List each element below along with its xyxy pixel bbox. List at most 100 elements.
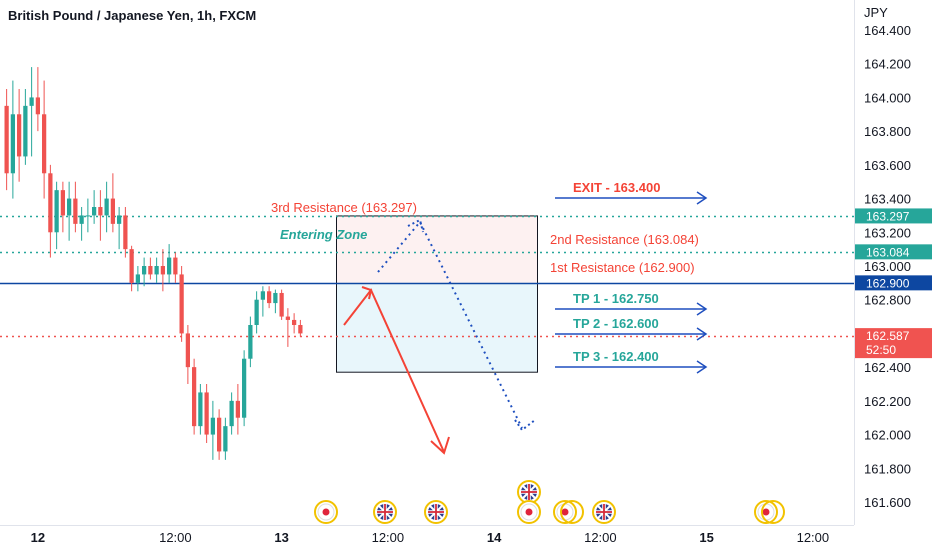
tp1-arrow-head (696, 302, 708, 316)
candle (292, 313, 297, 334)
candle (123, 207, 128, 258)
candle (148, 257, 153, 280)
uk-event-icon[interactable] (517, 480, 541, 504)
price-tick-label: 163.600 (864, 158, 911, 173)
candle-body (217, 417, 222, 452)
projection-arrows (343, 218, 536, 455)
candle-body (148, 266, 153, 275)
r2-label: 2nd Resistance (163.084) (550, 232, 699, 247)
candle (185, 325, 190, 384)
chart-title: British Pound / Japanese Yen, 1h, FXCM (8, 8, 256, 23)
candle-body (67, 198, 72, 216)
candle (285, 308, 290, 347)
currency-label: JPY (864, 5, 888, 20)
price-tick-label: 164.400 (864, 23, 911, 38)
price-levels (0, 215, 854, 338)
candle-body (10, 114, 15, 174)
event-ring-extra (761, 500, 785, 524)
candle-body (285, 316, 290, 320)
candle (54, 181, 59, 250)
candle (260, 286, 265, 317)
jp-event-icon[interactable] (314, 500, 338, 524)
price-tag-value: 162.900 (866, 276, 910, 290)
candle-body (135, 274, 140, 283)
candle (160, 249, 165, 292)
candle (17, 89, 22, 182)
candle (179, 266, 184, 342)
price-tick-label: 162.200 (864, 394, 911, 409)
candle-body (117, 215, 122, 224)
candle-body (267, 291, 272, 304)
price-tick-label: 162.800 (864, 293, 911, 308)
candle (210, 400, 215, 460)
candle-body (142, 266, 147, 275)
candle-body (198, 392, 203, 427)
tp1-label: TP 1 - 162.750 (573, 291, 659, 306)
price-tick-label: 163.200 (864, 225, 911, 240)
annotations: 3rd Resistance (163.297) 2nd Resistance (… (271, 180, 708, 374)
candle-body (242, 358, 247, 418)
candle-body (210, 417, 215, 435)
jp-flag-dot (322, 508, 330, 516)
time-tick-label: 12:00 (372, 530, 405, 545)
candle-body (154, 266, 159, 275)
candle (154, 257, 159, 283)
time-axis[interactable]: 12 12:00 13 12:00 14 12:00 15 12:00 (31, 530, 830, 545)
economic-events[interactable] (314, 480, 785, 524)
candle (35, 67, 40, 132)
time-tick-label: 14 (487, 530, 502, 545)
candle (223, 417, 228, 460)
candle-body (98, 207, 103, 216)
candle (67, 181, 72, 241)
r3-label: 3rd Resistance (163.297) (271, 200, 417, 215)
price-tick-label: 162.400 (864, 360, 911, 375)
candle-body (279, 292, 284, 317)
candle (85, 198, 90, 233)
candle (229, 392, 234, 435)
price-axis[interactable]: 164.400 164.200 164.000 163.800 163.600 163.4… (864, 23, 911, 510)
candle-body (235, 400, 240, 418)
jp-flag-dot (525, 508, 533, 516)
candle-body (179, 274, 184, 334)
candle (248, 316, 253, 368)
candle-body (110, 198, 115, 224)
event-ring-extra (560, 500, 584, 524)
candle-body (85, 215, 90, 217)
price-tag-value: 163.084 (866, 245, 910, 259)
time-tick-label: 13 (274, 530, 288, 545)
price-tag-value: 163.297 (866, 209, 910, 223)
red-arrowhead-upper (361, 286, 373, 300)
entering-zone-label: Entering Zone (280, 227, 367, 242)
uk-event-icon[interactable] (592, 500, 616, 524)
jp-flag-dot (762, 508, 770, 516)
tp2-arrow-head (696, 327, 708, 341)
candle (279, 289, 284, 320)
candle-body (123, 215, 128, 250)
r1-label: 1st Resistance (162.900) (550, 260, 695, 275)
tp3-arrow-head (696, 360, 708, 374)
candle (60, 181, 65, 233)
candle (192, 358, 197, 435)
candle-body (17, 114, 22, 157)
candle-body (73, 198, 78, 224)
uk-event-icon[interactable] (373, 500, 397, 524)
candle (235, 384, 240, 435)
candle-body (29, 97, 34, 106)
candle (117, 207, 122, 250)
candle-body (298, 325, 303, 334)
candle-body (248, 325, 253, 359)
candle-body (35, 97, 40, 115)
uk-event-icon[interactable] (424, 500, 448, 524)
candle (42, 80, 47, 199)
price-tick-label: 161.800 (864, 461, 911, 476)
exit-label: EXIT - 163.400 (573, 180, 660, 195)
candle (198, 384, 203, 435)
price-tick-label: 164.000 (864, 90, 911, 105)
candle-body (129, 249, 134, 283)
price-tag-bg (855, 275, 932, 291)
candle-body (273, 292, 278, 304)
candle (167, 244, 172, 283)
candle (104, 181, 109, 233)
jp-event-icon[interactable] (517, 500, 541, 524)
